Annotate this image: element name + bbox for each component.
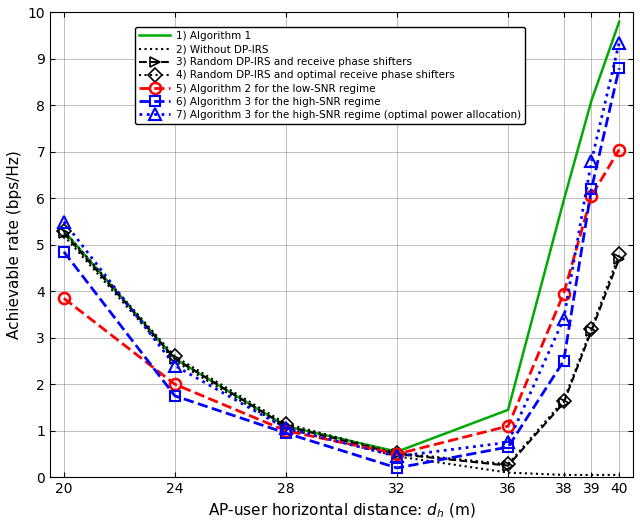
X-axis label: AP-user horizontal distance: $d_h$ (m): AP-user horizontal distance: $d_h$ (m) [207, 502, 476, 520]
Legend: 1) Algorithm 1, 2) Without DP-IRS, 3) Random DP-IRS and receive phase shifters, : 1) Algorithm 1, 2) Without DP-IRS, 3) Ra… [135, 27, 525, 124]
Y-axis label: Achievable rate (bps/Hz): Achievable rate (bps/Hz) [7, 151, 22, 339]
